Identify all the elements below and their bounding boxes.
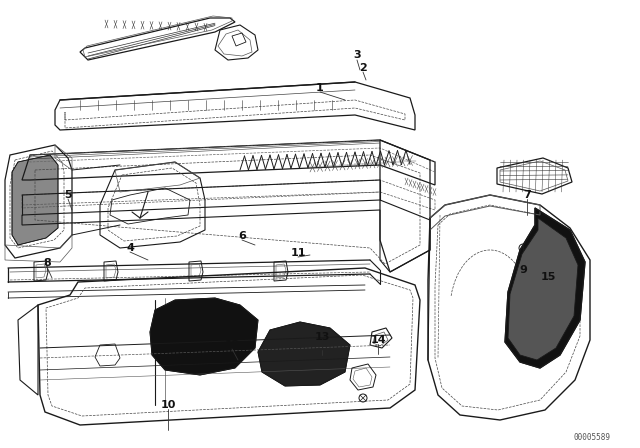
- Polygon shape: [150, 298, 258, 375]
- Text: 4: 4: [126, 243, 134, 253]
- Text: 1: 1: [316, 83, 324, 93]
- Text: 12: 12: [224, 340, 240, 350]
- Text: 8: 8: [43, 258, 51, 268]
- Text: 10: 10: [160, 400, 176, 410]
- Polygon shape: [12, 155, 58, 245]
- Text: 14: 14: [370, 335, 386, 345]
- Text: 13: 13: [314, 332, 330, 342]
- Text: 15: 15: [540, 272, 556, 282]
- Text: 6: 6: [238, 231, 246, 241]
- Polygon shape: [505, 208, 585, 368]
- Text: 9: 9: [519, 265, 527, 275]
- Polygon shape: [508, 218, 578, 360]
- Text: 11: 11: [291, 248, 306, 258]
- Text: 5: 5: [64, 190, 72, 200]
- Text: 3: 3: [353, 50, 361, 60]
- Polygon shape: [258, 322, 350, 386]
- Text: 00005589: 00005589: [573, 433, 610, 442]
- Text: 7: 7: [523, 190, 531, 200]
- Text: 2: 2: [359, 63, 367, 73]
